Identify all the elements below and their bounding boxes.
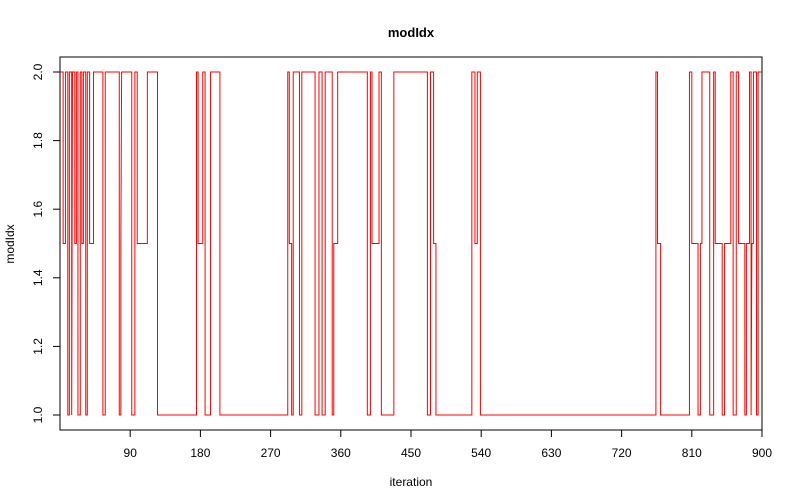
x-axis-label: iteration <box>390 475 433 489</box>
chart-title: modIdx <box>388 25 435 40</box>
y-tick-label: 1.6 <box>31 201 45 218</box>
y-tick-label: 1.2 <box>31 338 45 355</box>
x-tick-label: 360 <box>331 446 351 460</box>
x-tick-label: 810 <box>682 446 702 460</box>
y-tick-label: 2.0 <box>31 63 45 80</box>
x-tick-label: 900 <box>752 446 772 460</box>
y-tick-label: 1.0 <box>31 406 45 423</box>
y-tick-label: 1.8 <box>31 132 45 149</box>
y-axis: 1.0 1.2 1.4 1.6 1.8 2.0 <box>31 63 61 423</box>
y-axis-label: modIdx <box>3 224 17 263</box>
x-tick-label: 270 <box>261 446 281 460</box>
x-tick-label: 450 <box>401 446 421 460</box>
x-tick-label: 180 <box>190 446 210 460</box>
x-tick-label: 630 <box>541 446 561 460</box>
plot-frame <box>59 56 763 431</box>
y-tick-label: 1.4 <box>31 269 45 286</box>
x-tick-label: 540 <box>471 446 491 460</box>
x-tick-label: 720 <box>612 446 632 460</box>
x-axis: 90 180 270 360 450 540 630 720 810 900 <box>124 429 772 460</box>
series-trace-line <box>60 71 762 416</box>
x-tick-label: 90 <box>124 446 138 460</box>
